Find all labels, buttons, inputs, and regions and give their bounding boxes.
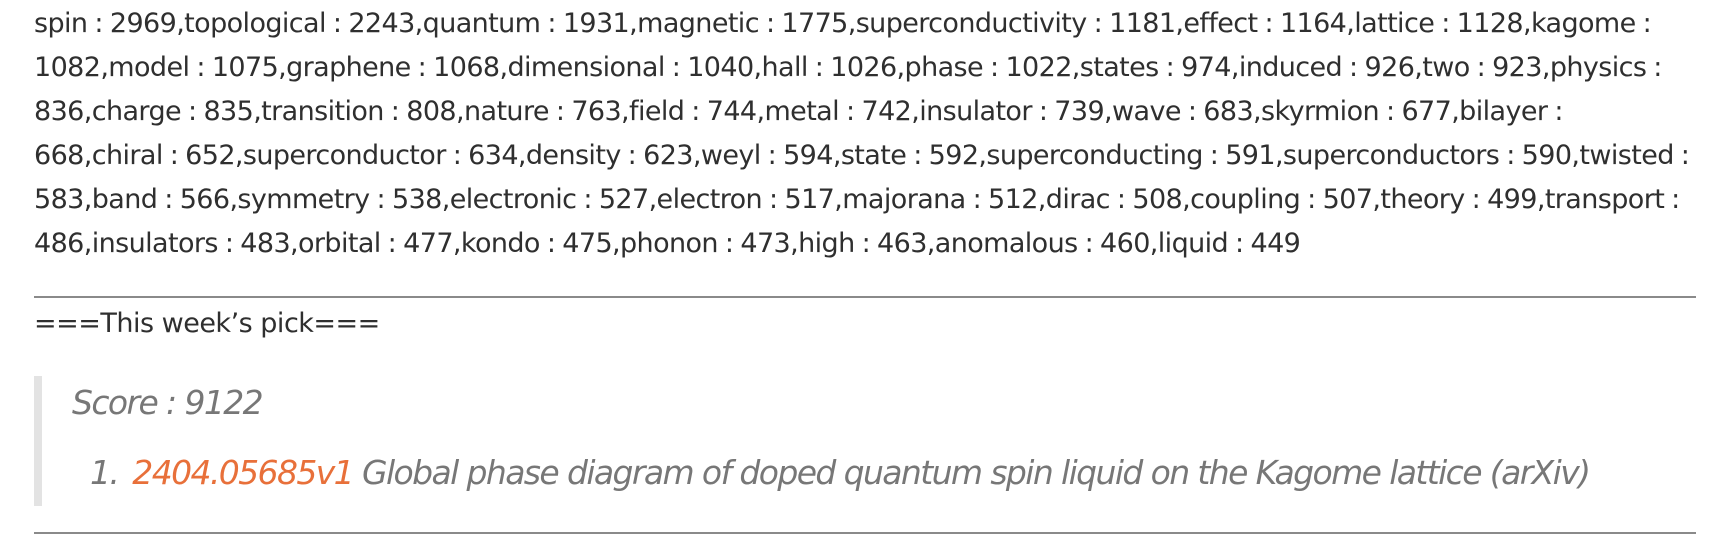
pick-blockquote: Score : 9122 1. 2404.05685v1 Global phase… — [34, 376, 1696, 506]
list-item-number: 1. — [90, 453, 120, 492]
arxiv-id-link[interactable]: 2404.05685v1 — [132, 453, 354, 492]
word-frequency-list: spin : 2969,topological : 2243,quantum :… — [34, 8, 1690, 259]
paper-title: Global phase diagram of doped quantum sp… — [361, 453, 1591, 492]
pick-list: 1. 2404.05685v1 Global phase diagram of d… — [72, 450, 1696, 506]
page-content: spin : 2969,topological : 2243,quantum :… — [34, 8, 1696, 534]
divider-bottom — [34, 532, 1696, 534]
divider-top — [34, 296, 1696, 298]
list-item: 1. 2404.05685v1 Global phase diagram of d… — [90, 450, 1696, 496]
pick-score: Score : 9122 — [72, 383, 264, 422]
weekly-pick-heading: ===This week’s pick=== — [34, 308, 380, 339]
